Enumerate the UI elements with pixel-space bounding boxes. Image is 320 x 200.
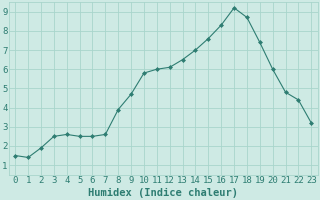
X-axis label: Humidex (Indice chaleur): Humidex (Indice chaleur) bbox=[88, 188, 238, 198]
